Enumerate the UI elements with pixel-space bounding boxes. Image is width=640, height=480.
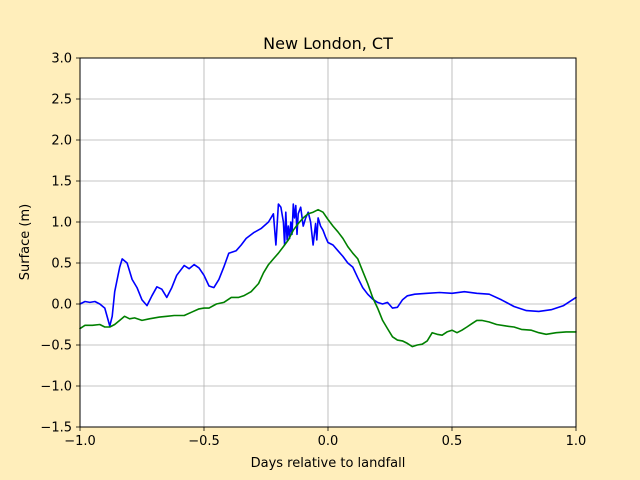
y-tick-label: 0.0 [51, 298, 72, 313]
x-tick-label: −0.5 [188, 434, 220, 449]
y-tick-label: −1.0 [40, 380, 72, 395]
y-tick-label: 2.0 [51, 134, 72, 149]
y-tick-label: −1.5 [40, 421, 72, 436]
x-tick-label: 0.5 [442, 434, 463, 449]
series-line-1 [79, 203, 577, 327]
x-axis-label: Days relative to landfall [251, 456, 406, 471]
chart-title: New London, CT [263, 34, 393, 53]
y-tick-label: 1.0 [51, 216, 72, 231]
y-tick-label: 3.0 [51, 52, 72, 67]
y-tick-label: 2.5 [51, 93, 72, 108]
y-tick-label: −0.5 [40, 339, 72, 354]
x-tick-label: 0.0 [318, 434, 339, 449]
x-tick-label: −1.0 [64, 434, 96, 449]
x-tick-label: 1.0 [566, 434, 587, 449]
axis-ticks: −1.0 −0.5 0.0 0.5 1.0−1.5−1.0−0.50.00.51.01.… [40, 52, 586, 450]
series-lines [79, 203, 577, 348]
y-tick-label: 1.5 [51, 175, 72, 190]
y-axis-label: Surface (m) [18, 204, 33, 280]
series-line-2 [79, 208, 577, 348]
y-tick-label: 0.5 [51, 257, 72, 272]
